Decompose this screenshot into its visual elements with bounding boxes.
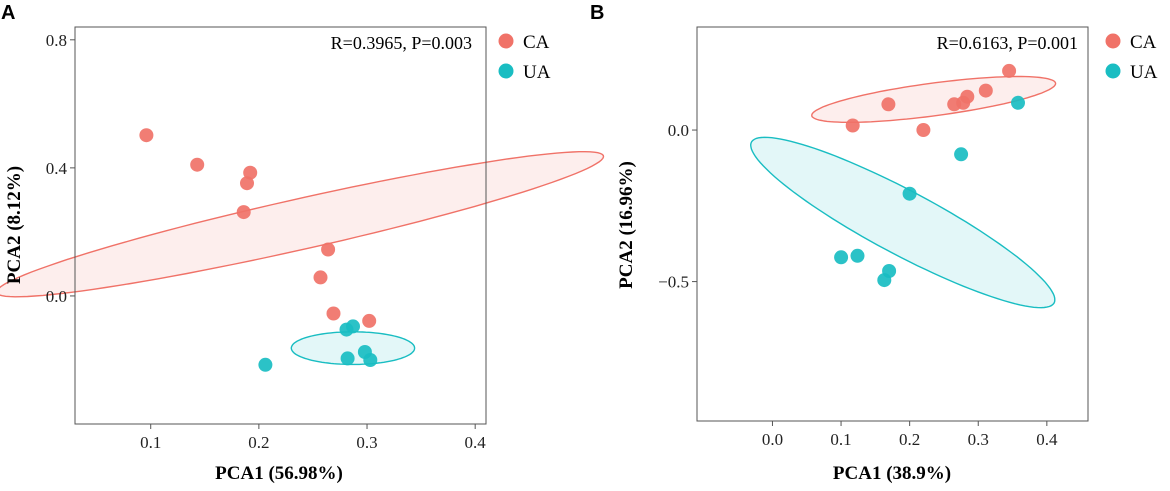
panel-a-stat-annotation: R=0.3965, P=0.003 xyxy=(331,33,472,53)
panel-a-y-tick-label: 0.0 xyxy=(46,287,67,306)
panel-b-legend-ca-marker xyxy=(1105,33,1121,49)
panel-b-letter: B xyxy=(590,2,604,24)
panel-a-frame xyxy=(74,26,487,425)
panel-b-x-tick-label: 0.2 xyxy=(899,430,920,449)
panel-a-x-tick-label: 0.2 xyxy=(248,433,269,452)
panel-a-point-ca-7 xyxy=(313,270,328,285)
panel-b-point-ca-7 xyxy=(1002,63,1017,78)
panel-b-x-tick-label: 0.0 xyxy=(762,430,783,449)
panel-a-point-ca-1 xyxy=(139,128,154,143)
panel-b-point-ca-1 xyxy=(845,118,860,133)
panel-b-stat-annotation: R=0.6163, P=0.001 xyxy=(937,33,1078,53)
panel-a: A 0.1 0.2 0.3 0.4 0.0 0.4 0.8 R=0.3965, P=0.00… xyxy=(0,2,605,484)
panel-b-point-ca-8 xyxy=(916,123,931,137)
panel-a-legend-ua-marker xyxy=(498,63,514,79)
panel-a-y-axis-title: PCA2 (8.12%) xyxy=(4,166,25,284)
panel-b-x-axis-title: PCA1 (38.9%) xyxy=(833,463,951,484)
panel-a-y-tick-label: 0.4 xyxy=(46,159,68,178)
panel-b-legend-ca-label: CA xyxy=(1130,32,1157,53)
panel-a-y-tick-label: 0.8 xyxy=(46,31,67,50)
panel-b-ellipses xyxy=(749,75,1057,309)
panel-b-frame xyxy=(696,26,1089,422)
panel-b-point-ua-2 xyxy=(954,147,969,162)
panel-b: B 0.0 0.1 0.2 0.3 0.4 0.0 −0.5 R=0.6163, P=0.0… xyxy=(590,2,1158,484)
panel-b-point-ua-7 xyxy=(877,273,892,288)
panel-b-ellipse-ca xyxy=(811,75,1057,123)
panel-a-ticks: 0.1 0.2 0.3 0.4 0.0 0.4 0.8 xyxy=(46,31,487,452)
panel-b-legend-ua-label: UA xyxy=(1130,62,1158,83)
panel-a-point-ca-6 xyxy=(321,242,336,257)
panel-b-point-ca-2 xyxy=(881,97,896,112)
panel-b-legend: CA UA xyxy=(1105,32,1158,83)
panel-b-point-ua-5 xyxy=(850,248,865,263)
panel-a-point-ua-6 xyxy=(363,353,378,367)
panel-a-point-ca-5 xyxy=(236,205,251,220)
panel-a-legend: CA UA xyxy=(498,32,551,83)
panel-b-point-ua-1 xyxy=(1011,95,1025,110)
panel-a-point-ua-4 xyxy=(340,351,355,366)
panel-a-legend-ca-marker xyxy=(498,33,514,49)
panel-a-letter: A xyxy=(1,2,15,24)
panel-a-point-ua-1 xyxy=(258,357,273,372)
panel-b-point-ua-3 xyxy=(902,186,917,201)
panel-a-x-tick-label: 0.1 xyxy=(140,433,161,452)
panel-a-x-axis-title: PCA1 (56.98%) xyxy=(215,463,343,484)
panel-b-points xyxy=(834,63,1025,288)
panel-a-point-ca-9 xyxy=(362,313,377,328)
panel-a-point-ca-2 xyxy=(190,157,205,172)
panel-b-x-tick-label: 0.3 xyxy=(968,430,989,449)
panel-a-ellipse-ca xyxy=(0,151,605,298)
panel-a-point-ca-3 xyxy=(243,165,258,180)
panel-b-point-ca-5 xyxy=(960,89,975,104)
panel-b-legend-ua-marker xyxy=(1105,63,1121,79)
panel-a-point-ca-8 xyxy=(326,306,341,321)
panel-b-x-tick-label: 0.1 xyxy=(830,430,851,449)
panel-b-point-ua-4 xyxy=(834,250,849,265)
panel-a-x-tick-label: 0.3 xyxy=(356,433,377,452)
panel-b-point-ca-6 xyxy=(978,83,993,98)
panel-a-ellipses xyxy=(0,151,605,366)
panel-b-y-tick-label: 0.0 xyxy=(668,121,689,140)
panel-b-x-tick-label: 0.4 xyxy=(1036,430,1058,449)
panel-b-ellipse-ua xyxy=(749,136,1056,309)
panel-a-legend-ua-label: UA xyxy=(523,62,551,83)
panel-b-y-axis-title: PCA2 (16.96%) xyxy=(616,161,637,289)
panel-a-points xyxy=(139,128,378,372)
panel-b-ticks: 0.0 0.1 0.2 0.3 0.4 0.0 −0.5 xyxy=(658,121,1058,449)
panel-a-ellipse-ua xyxy=(290,331,416,366)
panel-a-point-ca-4 xyxy=(240,176,254,191)
panel-b-y-tick-label: −0.5 xyxy=(658,273,689,292)
panel-a-legend-ca-label: CA xyxy=(523,32,550,53)
panel-a-x-tick-label: 0.4 xyxy=(465,433,487,452)
panel-a-point-ua-3 xyxy=(346,319,360,334)
